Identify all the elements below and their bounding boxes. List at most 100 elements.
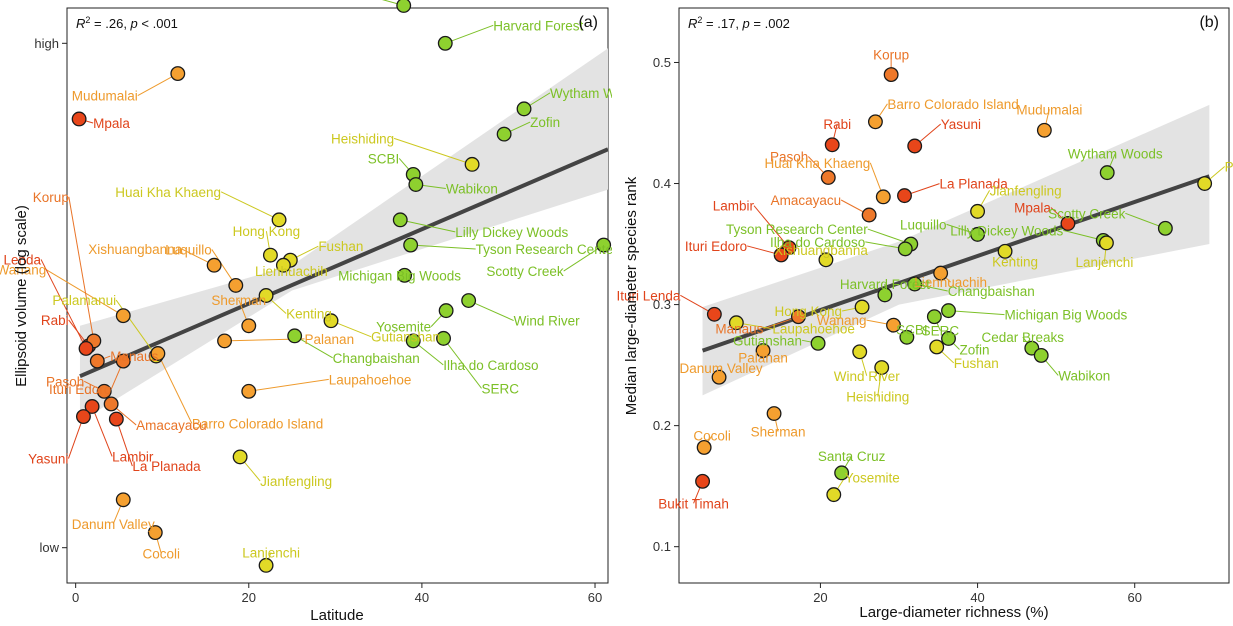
point-label: Yasuni [941, 117, 981, 132]
point-label: Mudumalai [1016, 102, 1082, 117]
data-point [886, 317, 901, 333]
data-point [933, 265, 949, 281]
point-label: Santa Cruz [818, 449, 886, 464]
data-point [115, 308, 131, 324]
x-tick-label: 40 [415, 590, 429, 605]
point-label: Hong Kong [775, 304, 843, 319]
x-tick-label: 20 [813, 590, 827, 605]
data-point [728, 315, 744, 331]
point-label: Sherman [751, 425, 806, 440]
point-label: Hong Kong [233, 224, 301, 239]
point-label: Laupahoehoe [329, 372, 412, 387]
data-point [84, 399, 100, 414]
data-point [861, 207, 877, 223]
point-label: Changbaishan [333, 351, 420, 366]
point-label: Scotty Creek [486, 264, 564, 279]
data-point [970, 226, 986, 242]
leader-line [867, 228, 911, 245]
point-label: SCBI [368, 151, 400, 166]
data-point [103, 396, 119, 412]
data-point [711, 369, 727, 385]
data-point [824, 137, 840, 153]
data-point [941, 303, 956, 319]
point-label: Korup [33, 190, 69, 205]
point-label: SCBI [896, 322, 928, 337]
data-point [926, 309, 942, 325]
panel-a-layer-labels: Cedar BreaksHarvard ForestMudumalaiMpala… [0, 18, 612, 562]
point-label: Xishuangbanna [88, 242, 182, 257]
x-tick-label: 40 [970, 590, 984, 605]
y-tick-label: 0.1 [653, 539, 671, 554]
point-label: Gutianshan [733, 333, 802, 348]
panel-a-layer-points [71, 0, 612, 573]
leader-line [445, 24, 494, 44]
data-point [773, 247, 789, 263]
leader-line [115, 418, 133, 467]
leader-line [46, 269, 124, 317]
data-point [147, 525, 163, 541]
point-label: Fushan [318, 239, 363, 254]
point-label: Wind River [514, 314, 581, 329]
leader-line [220, 191, 280, 221]
x-axis-title: Latitude [310, 607, 363, 624]
data-point [241, 383, 257, 399]
data-point [874, 360, 890, 375]
data-point [271, 212, 287, 228]
data-point [436, 330, 451, 346]
data-point [170, 66, 186, 82]
point-label: Ilha do Cardoso [770, 235, 865, 250]
leader-line [410, 244, 476, 250]
data-point [1036, 122, 1052, 138]
data-point [408, 177, 424, 192]
data-point [820, 170, 836, 185]
panel-label: (b) [1199, 14, 1219, 31]
y-tick-label: 0.3 [653, 297, 671, 312]
point-label: Lambir [112, 449, 154, 464]
data-point [464, 156, 480, 172]
data-point [867, 114, 883, 130]
data-point [1098, 235, 1114, 251]
data-point [75, 409, 91, 425]
data-point [852, 344, 868, 360]
panel-b-layer-ticks: 20 40 60 0.1 0.2 0.3 0.4 0.5 [653, 55, 1142, 605]
point-label: Fushan [954, 356, 999, 371]
chart-panel-a: Cedar BreaksHarvard ForestMudumalaiMpala… [0, 0, 612, 624]
point-label: Lilly Dickey Woods [950, 223, 1063, 238]
point-label: Heishiding [331, 131, 394, 146]
point-label: Cocoli [143, 547, 181, 562]
point-label: Rabi [823, 117, 851, 132]
data-point [897, 188, 912, 204]
panel-a-layer-ticks: 0 20 40 60 low high [34, 36, 602, 605]
point-label: Mudumalai [72, 89, 138, 104]
leader-line [68, 196, 95, 341]
data-point [287, 328, 303, 344]
point-label: Mpala [1014, 200, 1051, 215]
leader-line [443, 338, 482, 389]
data-point [438, 303, 454, 319]
data-point [115, 353, 131, 369]
leader-line [393, 137, 473, 165]
data-point [970, 203, 986, 219]
point-label: Wind River [834, 369, 901, 384]
regression-line [79, 147, 609, 379]
point-label: Cedar Breaks [982, 330, 1065, 345]
leader-line [563, 244, 604, 272]
point-label: Harvard Forest [493, 18, 583, 33]
data-point [596, 237, 612, 253]
leader-line [157, 353, 193, 424]
point-label: Wytham Woods [550, 86, 612, 101]
point-label: Korup [873, 48, 909, 63]
data-point [108, 411, 124, 427]
x-tick-label: 0 [72, 590, 79, 605]
point-label: Ilha do Cardoso [443, 358, 538, 373]
y-tick-label: low [39, 540, 59, 555]
y-tick-label: 0.2 [653, 418, 671, 433]
leader-line [400, 219, 456, 233]
point-label: Palanan [738, 351, 788, 366]
data-point [907, 276, 923, 292]
y-axis-title: Median large-diameter species rank [623, 176, 640, 415]
point-label: Harvard Forest [840, 277, 930, 292]
data-point [275, 257, 291, 273]
data-point [262, 247, 278, 263]
panel-b-layer-trend [701, 174, 1211, 353]
